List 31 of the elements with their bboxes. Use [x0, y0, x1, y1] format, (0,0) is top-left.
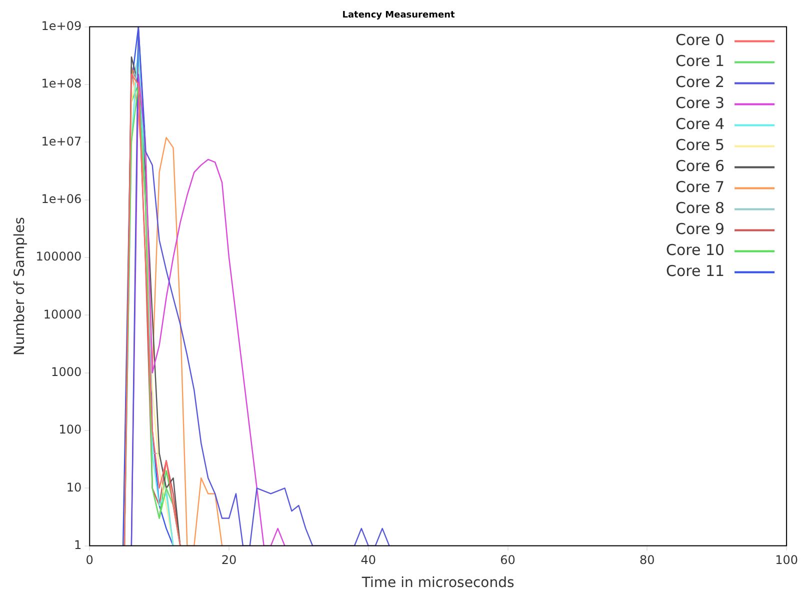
- legend-label: Core 11: [666, 262, 725, 280]
- y-tick-label: 10: [66, 480, 82, 494]
- y-tick-label: 10000: [43, 307, 82, 322]
- x-tick-label: 60: [500, 553, 516, 568]
- legend-label: Core 2: [676, 73, 725, 92]
- legend-label: Core 6: [676, 157, 725, 176]
- legend-label: Core 8: [676, 199, 725, 218]
- x-tick-label: 40: [360, 553, 376, 568]
- x-tick-label: 0: [86, 553, 94, 568]
- legend-label: Core 1: [676, 52, 725, 70]
- legend-label: Core 0: [676, 31, 725, 50]
- x-tick-label: 100: [775, 553, 798, 568]
- x-tick-label: 20: [221, 553, 237, 568]
- y-tick-label: 100000: [36, 250, 82, 264]
- y-tick-label: 1e+08: [41, 76, 82, 91]
- legend-label: Core 10: [666, 241, 725, 260]
- y-tick-label: 1e+07: [41, 134, 82, 148]
- chart-title: Latency Measurement: [342, 10, 456, 21]
- y-tick-label: 1000: [51, 364, 82, 379]
- y-axis-title: Number of Samples: [12, 217, 28, 356]
- y-tick-label: 100: [58, 422, 82, 437]
- legend-label: Core 5: [676, 136, 725, 154]
- x-axis-title: Time in microseconds: [360, 575, 514, 592]
- y-tick-label: 1: [74, 538, 82, 552]
- legend-label: Core 3: [676, 94, 725, 112]
- y-tick-label: 1e+09: [41, 18, 82, 33]
- x-tick-label: 80: [640, 553, 655, 568]
- y-tick-label: 1e+06: [41, 192, 82, 206]
- legend-label: Core 4: [676, 115, 725, 134]
- legend-label: Core 9: [676, 220, 725, 238]
- legend-label: Core 7: [676, 178, 725, 196]
